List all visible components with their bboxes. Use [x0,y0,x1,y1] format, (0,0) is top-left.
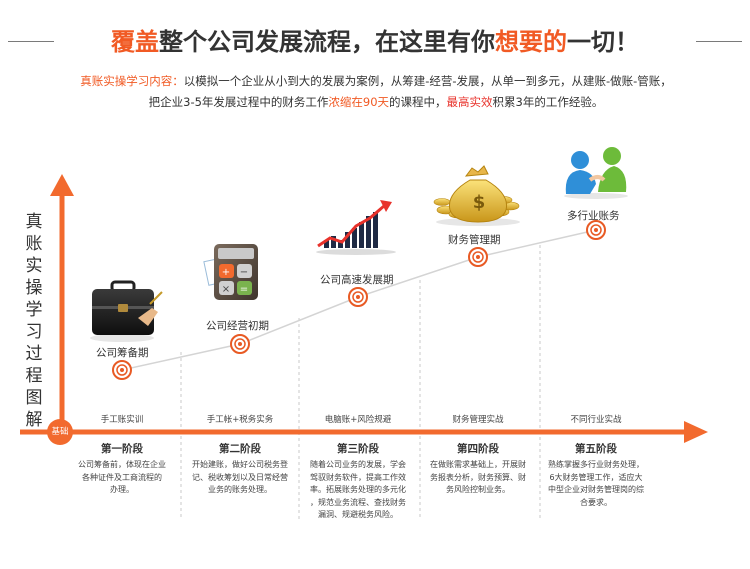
phase-desc-5: 熟练掌握多行业财务处理， 6大财务管理工作，适应大 中型企业对财务管理岗的综 合… [548,459,644,509]
y-axis-char: 图 [25,388,43,408]
phase-title-5: 第五阶段 [575,443,617,455]
calculator-icon: + − × = [203,244,258,300]
title-text-1: 整个公司发展流程，在这里有你 [159,27,495,56]
stage-label-2: 公司经营初期 [206,320,269,332]
intro-highlight-90: 浓缩在90天 [328,95,390,109]
intro-text: 真账实操学习内容：以模拟一个企业从小到大的发展为案例，从筹建-经营-发展，从单一… [14,71,738,113]
stage-node-2 [230,334,250,354]
svg-text:×: × [222,284,230,295]
track-label-1: 手工账实训 [100,415,144,425]
intro-line2a: 把企业3-5年发展过程中的财务工作 [148,95,329,109]
svg-text:=: = [240,284,248,295]
stage-node-5 [586,220,606,240]
desc-line: ，规范业务流程、查找财务 [310,497,406,507]
svg-text:+: + [222,267,230,278]
phase-desc-4: 在做账需求基础上，开展财 务报表分析，财务预算、财 务风险控制业务。 [430,459,526,497]
briefcase-icon [90,280,163,342]
desc-line: 办理。 [110,485,134,494]
stage-label-4: 财务管理期 [448,234,501,246]
stage-separators [180,245,541,520]
desc-line: 务报表分析，财务预算、财 [430,472,526,482]
track-label-3: 电脑账+风险规避 [324,415,392,425]
phase-title-3: 第三阶段 [337,443,379,455]
y-axis-char: 真 [25,212,43,232]
phase-desc-2: 开始建账，做好公司税务登 记、税收筹划以及日常经营 业务的账务处理。 [192,459,288,497]
desc-line: 驾驭财务软件，提高工作效 [310,472,406,482]
y-axis-char: 学 [25,300,43,320]
desc-line: 业务的账务处理。 [208,485,272,494]
desc-line: 合要求。 [580,497,612,507]
y-axis-char: 解 [25,410,43,430]
desc-line: 随着公司业务的发展，学会 [310,460,406,469]
title-text-2: 一切！ [567,27,639,56]
page-title: 覆盖整个公司发展流程，在这里有你想要的一切！ [44,22,706,57]
phase-title-1: 第一阶段 [101,443,143,455]
x-axis-arrow [684,421,708,443]
desc-line: 6大财务管理工作，适应大 [549,472,643,482]
desc-line: 记、税收筹划以及日常经营 [192,472,288,482]
title-highlight-2: 想要的 [495,27,567,56]
track-label-2: 手工帐+税务实务 [206,415,274,425]
money-bag-icon: $ [433,165,520,226]
desc-line: 中型企业对财务管理岗的综 [548,485,644,494]
y-axis-char: 程 [25,366,43,386]
intro-line2e: 积累3年的工作经验。 [492,95,604,109]
phase-title-4: 第四阶段 [457,443,499,455]
title-highlight-1: 覆盖 [111,27,159,56]
track-label-5: 不同行业实战 [570,415,622,425]
svg-text:$: $ [473,192,486,213]
stage-node-3 [348,287,368,307]
desc-line: 漏洞、规避税务风险。 [318,510,398,519]
stage-label-1: 公司筹备期 [96,347,149,359]
stage-nodes [112,220,606,380]
y-axis-char: 过 [25,344,43,364]
stage-label-3: 公司高速发展期 [320,274,394,286]
phase-desc-1: 公司筹备前，体现在企业 各种证件及工商流程的 办理。 [78,459,166,497]
desc-line: 开始建账，做好公司税务登 [192,460,288,469]
intro-line1: 以模拟一个企业从小到大的发展为案例，从筹建-经营-发展，从单一到多元，从建账-做… [183,74,672,88]
desc-line: 公司筹备前，体现在企业 [78,460,166,469]
origin-badge: 基础 [51,427,69,437]
y-axis-arrow [50,174,74,196]
title-rule-left [8,41,54,42]
title-rule-right [696,41,742,42]
origin-circle [47,419,73,445]
phase-desc-3: 随着公司业务的发展，学会 驾驭财务软件，提高工作效 率。拓展账务处理的多元化 ，… [310,459,406,522]
y-axis-char: 实 [25,256,43,276]
growth-chart-icon [316,200,396,255]
people-icon [564,147,628,199]
desc-line: 熟练掌握多行业财务处理， [548,460,644,469]
y-axis-char: 习 [25,322,43,342]
svg-text:−: − [240,267,248,278]
stage-label-5: 多行业账务 [567,210,620,222]
y-axis-label: 真 账 实 操 学 习 过 程 图 解 [14,211,54,431]
stage-node-1 [112,360,132,380]
desc-line: 在做账需求基础上，开展财 [430,460,526,469]
y-axis-char: 账 [25,234,43,254]
intro-highlight-effect: 最高实效 [446,95,493,109]
desc-line: 各种证件及工商流程的 [82,472,162,482]
stage-node-4 [468,247,488,267]
intro-lead: 真账实操学习内容： [80,74,184,88]
phase-title-2: 第二阶段 [219,443,261,455]
desc-line: 率。拓展账务处理的多元化 [310,485,406,494]
intro-line2c: 的课程中， [389,95,447,109]
y-axis-char: 操 [25,278,43,298]
desc-line: 务风险控制业务。 [446,485,510,494]
track-label-4: 财务管理实战 [452,415,504,425]
